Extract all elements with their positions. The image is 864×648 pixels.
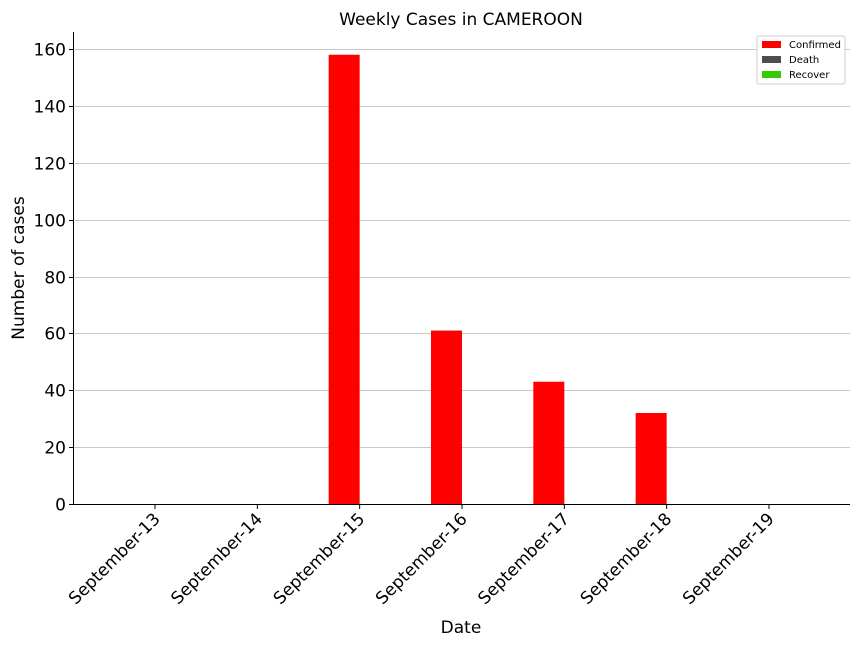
y-tick-label: 100	[34, 212, 66, 232]
y-tick-label: 80	[44, 269, 66, 289]
x-tick-label: September-13	[65, 509, 164, 608]
y-tick-label: 40	[44, 382, 66, 402]
x-axis-label: Date	[441, 618, 482, 638]
x-tick-label: September-17	[474, 509, 573, 608]
y-ticks: 0 20 40 60 80 100 120 140 160	[34, 41, 74, 516]
x-tick-label: September-18	[577, 509, 676, 608]
bars	[328, 54, 667, 505]
bar-confirmed	[533, 381, 565, 504]
y-tick-label: 140	[34, 98, 66, 118]
legend-swatch-death	[762, 56, 781, 63]
x-tick-label: September-19	[679, 509, 778, 608]
x-tick-label: September-14	[167, 509, 266, 608]
chart-title: Weekly Cases in CAMEROON	[339, 10, 583, 30]
x-ticks: September-13 September-14 September-15 Sept…	[65, 504, 779, 609]
x-tick-label: September-15	[270, 509, 369, 608]
y-tick-label: 160	[34, 41, 66, 61]
legend-label-death: Death	[789, 55, 819, 66]
x-tick-label: September-16	[372, 509, 471, 608]
legend-label-confirmed: Confirmed	[789, 40, 841, 51]
grid-lines	[74, 49, 850, 448]
bar-confirmed	[430, 330, 462, 504]
legend-swatch-confirmed	[762, 41, 781, 48]
bar-confirmed	[635, 413, 667, 504]
y-tick-label: 20	[44, 439, 66, 459]
bar-confirmed	[328, 54, 360, 505]
legend: Confirmed Death Recover	[756, 35, 846, 85]
legend-swatch-recover	[762, 71, 781, 78]
y-tick-label: 120	[34, 155, 66, 175]
y-axis-label: Number of cases	[9, 196, 29, 340]
legend-label-recover: Recover	[789, 70, 830, 81]
y-tick-label: 60	[44, 325, 66, 345]
y-tick-label: 0	[55, 496, 66, 516]
